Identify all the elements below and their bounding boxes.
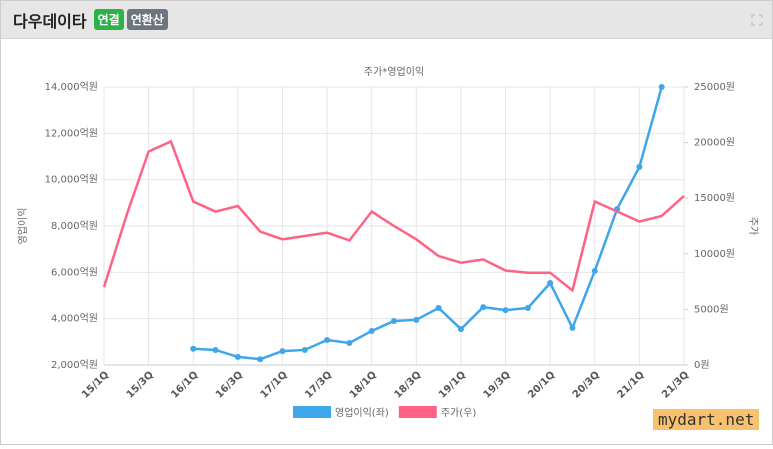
point xyxy=(257,356,264,363)
point xyxy=(457,326,464,333)
x-tick-label: 20/3Q xyxy=(571,369,602,400)
point xyxy=(636,163,643,170)
y2-tick-label: 0원 xyxy=(694,359,710,371)
legend-swatch xyxy=(293,406,331,418)
series-line xyxy=(193,86,663,361)
point xyxy=(591,267,598,274)
x-tick-label: 18/3Q xyxy=(392,369,423,400)
x-tick-label: 21/3Q xyxy=(660,369,691,400)
x-tick-label: 16/3Q xyxy=(214,369,245,400)
y-tick-label: 2,000억원 xyxy=(51,359,98,371)
point xyxy=(658,84,665,90)
y2-tick-label: 15000원 xyxy=(694,192,735,204)
point xyxy=(391,317,397,324)
y-tick-label: 10,000억원 xyxy=(45,174,98,186)
point xyxy=(524,305,531,312)
y2-tick-label: 5000원 xyxy=(694,303,729,315)
y2-tick-label: 20000원 xyxy=(694,137,735,149)
y-tick-label: 12,000억원 xyxy=(45,127,98,139)
point xyxy=(502,307,509,314)
badge[interactable]: 연환산 xyxy=(126,9,168,30)
x-tick-label: 15/1Q xyxy=(80,369,111,400)
y-axis-title: 영업이익 xyxy=(16,208,29,245)
x-tick-label: 15/3Q xyxy=(125,369,156,400)
y2-tick-label: 25000원 xyxy=(694,81,735,93)
y2-axis-title: 주가 xyxy=(747,217,759,235)
point xyxy=(569,324,576,331)
x-tick-label: 18/1Q xyxy=(348,369,379,400)
company-title: 다우데이타 xyxy=(13,11,87,31)
y-tick-label: 8,000억원 xyxy=(51,220,98,232)
y-tick-label: 14,000억원 xyxy=(45,81,98,93)
legend-label: 영업이익(좌) xyxy=(335,406,389,419)
badge[interactable]: 연결 xyxy=(93,9,124,30)
chart-title: 주가*영업이익 xyxy=(364,65,424,78)
point xyxy=(368,327,375,334)
watermark: mydart.net xyxy=(653,409,760,430)
point xyxy=(301,346,308,353)
x-tick-label: 19/1Q xyxy=(437,369,468,400)
point xyxy=(435,305,442,312)
legend-label: 주가(우) xyxy=(441,407,477,419)
series-line xyxy=(102,139,685,293)
expand-icon[interactable] xyxy=(751,14,763,26)
point xyxy=(212,346,219,353)
header: 다우데이타 연결 연환산 xyxy=(1,1,772,39)
x-tick-label: 16/1Q xyxy=(169,369,200,400)
point xyxy=(234,353,241,360)
x-tick-label: 20/1Q xyxy=(526,369,557,400)
point xyxy=(413,316,420,323)
point xyxy=(346,339,353,346)
y-tick-label: 6,000억원 xyxy=(51,266,98,278)
point xyxy=(324,336,331,343)
point xyxy=(480,304,487,311)
x-tick-label: 21/1Q xyxy=(615,369,646,400)
y-tick-label: 4,000억원 xyxy=(51,313,98,325)
x-tick-label: 17/1Q xyxy=(259,369,290,400)
point xyxy=(547,279,554,286)
y2-tick-label: 10000원 xyxy=(694,248,735,260)
x-tick-label: 19/3Q xyxy=(482,369,513,400)
legend-swatch xyxy=(398,406,437,418)
point xyxy=(279,348,286,355)
x-tick-label: 17/3Q xyxy=(303,369,334,400)
point xyxy=(190,345,197,352)
chart: 주가*영업이익 2,000억원 4,000억원 6,000억원 8,000억원 10,00… xyxy=(16,65,759,419)
